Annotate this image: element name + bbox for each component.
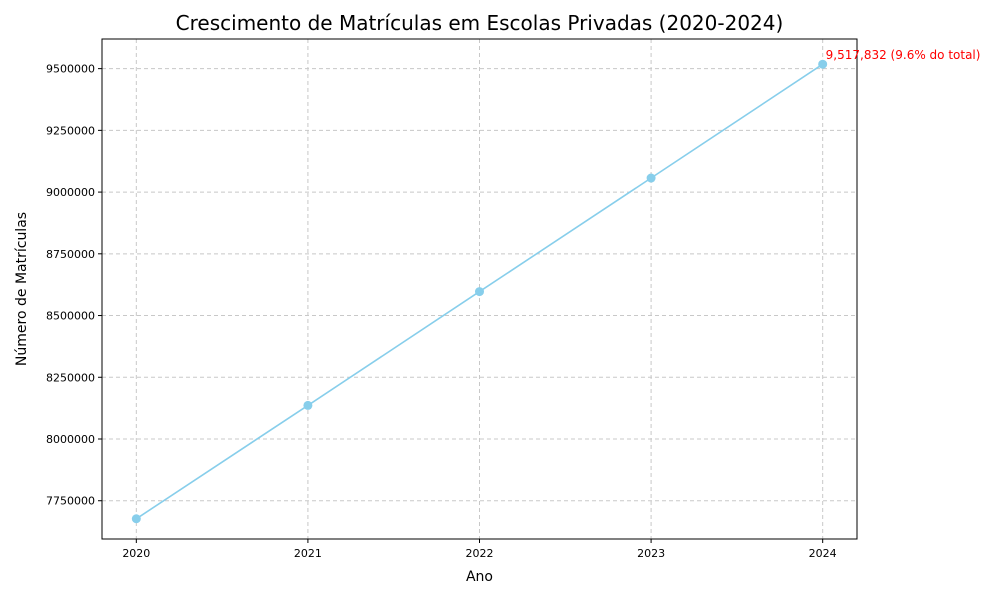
y-tick-label: 8000000 <box>46 433 95 446</box>
y-tick-label: 8750000 <box>46 248 95 261</box>
series-layer <box>131 59 828 524</box>
y-axis-label: Número de Matrículas <box>14 212 30 366</box>
x-axis-ticks: 2020 2021 2022 2023 2024 <box>122 539 837 560</box>
chart-title: Crescimento de Matrículas em Escolas Pri… <box>176 11 784 35</box>
annotations: 9,517,832 (9.6% do total) <box>826 48 981 62</box>
y-tick-label: 9250000 <box>46 124 95 137</box>
y-tick-label: 8500000 <box>46 310 95 323</box>
x-tick-label: 2020 <box>122 547 150 560</box>
x-tick-label: 2023 <box>637 547 665 560</box>
data-point <box>475 287 484 297</box>
data-point <box>303 400 313 410</box>
y-axis-ticks: 7750000 8000000 8250000 8500000 8750000 90000… <box>46 63 102 508</box>
y-tick-label: 8250000 <box>46 371 95 384</box>
data-point <box>131 514 141 524</box>
data-point <box>818 59 828 69</box>
data-annotation: 9,517,832 (9.6% do total) <box>826 48 981 62</box>
y-tick-label: 9500000 <box>46 63 95 76</box>
x-tick-label: 2022 <box>466 547 494 560</box>
data-point <box>646 173 656 183</box>
y-tick-label: 9000000 <box>46 186 95 199</box>
y-tick-label: 7750000 <box>46 495 95 508</box>
x-axis-label: Ano <box>466 569 493 585</box>
grid-lines <box>102 39 857 539</box>
x-tick-label: 2021 <box>294 547 322 560</box>
x-tick-label: 2024 <box>809 547 837 560</box>
